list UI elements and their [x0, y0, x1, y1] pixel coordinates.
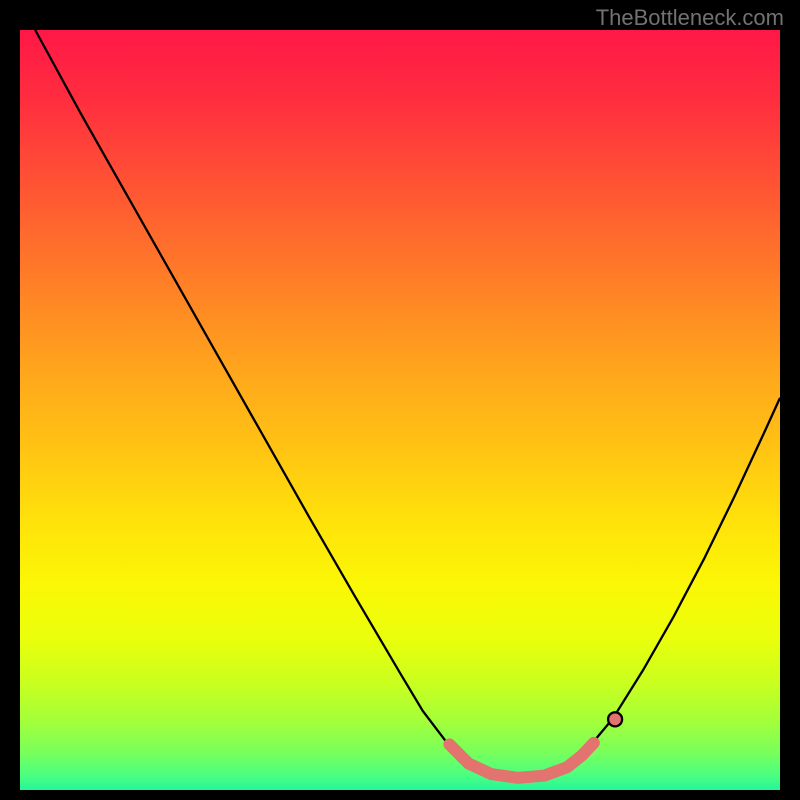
optimal-point-marker: [608, 712, 622, 726]
plot-background: [20, 30, 780, 790]
watermark-text: TheBottleneck.com: [596, 5, 784, 31]
chart-frame: TheBottleneck.com: [0, 0, 800, 800]
bottleneck-v-chart: [0, 0, 800, 800]
